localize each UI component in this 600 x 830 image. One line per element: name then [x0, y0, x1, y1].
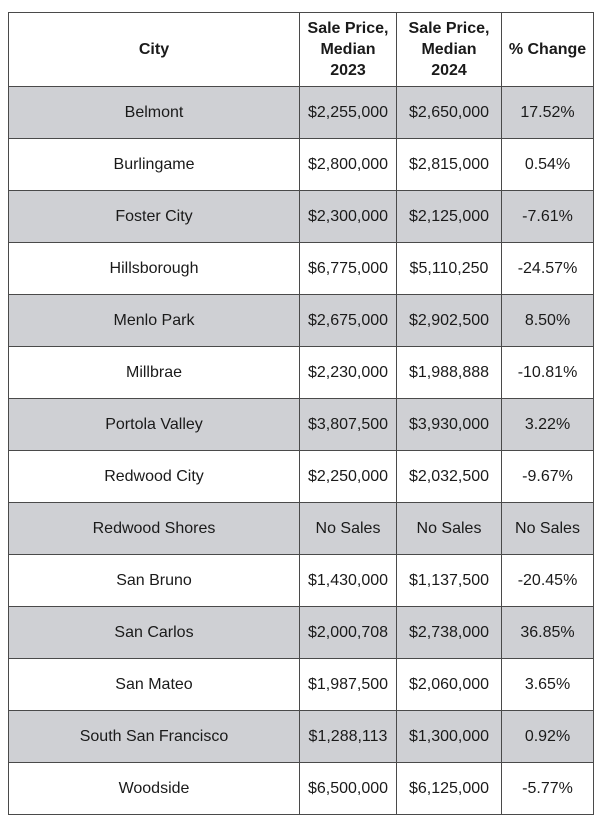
table-row: Woodside $6,500,000 $6,125,000 -5.77% [8, 762, 594, 815]
cell-price-2024: $2,815,000 [396, 138, 502, 191]
cell-change: 17.52% [501, 86, 594, 139]
cell-price-2023: $2,250,000 [299, 450, 397, 503]
cell-city: Redwood Shores [8, 502, 300, 555]
cell-price-2024: $2,032,500 [396, 450, 502, 503]
table-row: San Bruno $1,430,000 $1,137,500 -20.45% [8, 554, 594, 607]
table-row: San Carlos $2,000,708 $2,738,000 36.85% [8, 606, 594, 659]
cell-price-2023: $6,775,000 [299, 242, 397, 295]
cell-city: San Mateo [8, 658, 300, 711]
cell-price-2024: $2,738,000 [396, 606, 502, 659]
cell-city: Redwood City [8, 450, 300, 503]
header-price-2023-line-2: Median [320, 41, 376, 58]
cell-change: 8.50% [501, 294, 594, 347]
cell-price-2024: No Sales [396, 502, 502, 555]
cell-change: -5.77% [501, 762, 594, 815]
cell-price-2024: $2,902,500 [396, 294, 502, 347]
header-price-2024-line-1: Sale Price, [408, 20, 490, 37]
table-row: Belmont $2,255,000 $2,650,000 17.52% [8, 86, 594, 139]
median-sale-price-table: City Sale Price, Median 2023 Sale Price,… [8, 12, 594, 815]
table-row: San Mateo $1,987,500 $2,060,000 3.65% [8, 658, 594, 711]
cell-change: -10.81% [501, 346, 594, 399]
table-row: Foster City $2,300,000 $2,125,000 -7.61% [8, 190, 594, 243]
cell-price-2023: $3,807,500 [299, 398, 397, 451]
cell-change: 36.85% [501, 606, 594, 659]
cell-price-2023: $1,288,113 [299, 710, 397, 763]
cell-city: Millbrae [8, 346, 300, 399]
table-row: Redwood City $2,250,000 $2,032,500 -9.67… [8, 450, 594, 503]
header-city: City [8, 12, 300, 87]
header-price-2024-line-3: 2024 [431, 62, 467, 79]
header-price-2023: Sale Price, Median 2023 [299, 12, 397, 87]
header-price-2024-line-2: Median [421, 41, 477, 58]
cell-price-2024: $1,137,500 [396, 554, 502, 607]
header-price-2023-line-3: 2023 [330, 62, 366, 79]
cell-price-2024: $2,650,000 [396, 86, 502, 139]
cell-price-2024: $3,930,000 [396, 398, 502, 451]
cell-price-2023: $2,800,000 [299, 138, 397, 191]
cell-price-2023: $1,987,500 [299, 658, 397, 711]
cell-change: 3.65% [501, 658, 594, 711]
cell-city: Hillsborough [8, 242, 300, 295]
cell-change: 0.92% [501, 710, 594, 763]
cell-price-2024: $1,300,000 [396, 710, 502, 763]
table-body: Belmont $2,255,000 $2,650,000 17.52% Bur… [8, 86, 594, 815]
cell-change: -24.57% [501, 242, 594, 295]
cell-price-2024: $5,110,250 [396, 242, 502, 295]
cell-city: Portola Valley [8, 398, 300, 451]
cell-change: No Sales [501, 502, 594, 555]
cell-city: Foster City [8, 190, 300, 243]
cell-change: -7.61% [501, 190, 594, 243]
header-price-2023-line-1: Sale Price, [307, 20, 389, 37]
cell-price-2023: No Sales [299, 502, 397, 555]
table-row: Portola Valley $3,807,500 $3,930,000 3.2… [8, 398, 594, 451]
table-row: South San Francisco $1,288,113 $1,300,00… [8, 710, 594, 763]
table-row: Burlingame $2,800,000 $2,815,000 0.54% [8, 138, 594, 191]
cell-city: Belmont [8, 86, 300, 139]
cell-city: Woodside [8, 762, 300, 815]
cell-change: -9.67% [501, 450, 594, 503]
cell-change: 3.22% [501, 398, 594, 451]
table-row: Redwood Shores No Sales No Sales No Sale… [8, 502, 594, 555]
cell-price-2023: $2,675,000 [299, 294, 397, 347]
header-change: % Change [501, 12, 594, 87]
cell-change: 0.54% [501, 138, 594, 191]
cell-price-2023: $1,430,000 [299, 554, 397, 607]
table-row: Millbrae $2,230,000 $1,988,888 -10.81% [8, 346, 594, 399]
table-row: Hillsborough $6,775,000 $5,110,250 -24.5… [8, 242, 594, 295]
cell-change: -20.45% [501, 554, 594, 607]
cell-price-2024: $1,988,888 [396, 346, 502, 399]
header-price-2024: Sale Price, Median 2024 [396, 12, 502, 87]
cell-city: San Bruno [8, 554, 300, 607]
cell-price-2023: $2,000,708 [299, 606, 397, 659]
table-header: City Sale Price, Median 2023 Sale Price,… [8, 12, 594, 87]
cell-price-2023: $2,230,000 [299, 346, 397, 399]
cell-price-2023: $6,500,000 [299, 762, 397, 815]
cell-price-2024: $6,125,000 [396, 762, 502, 815]
header-row: City Sale Price, Median 2023 Sale Price,… [8, 12, 594, 87]
cell-city: San Carlos [8, 606, 300, 659]
cell-city: Burlingame [8, 138, 300, 191]
cell-price-2024: $2,125,000 [396, 190, 502, 243]
cell-price-2023: $2,300,000 [299, 190, 397, 243]
cell-city: South San Francisco [8, 710, 300, 763]
cell-price-2024: $2,060,000 [396, 658, 502, 711]
table-row: Menlo Park $2,675,000 $2,902,500 8.50% [8, 294, 594, 347]
cell-price-2023: $2,255,000 [299, 86, 397, 139]
cell-city: Menlo Park [8, 294, 300, 347]
